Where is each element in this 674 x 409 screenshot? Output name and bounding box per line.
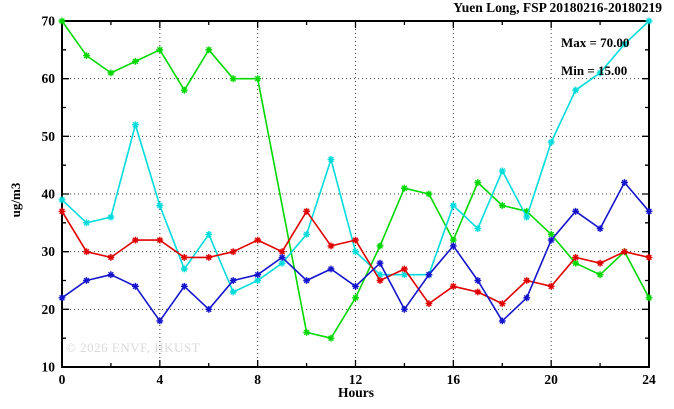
x-axis-label: Hours bbox=[337, 385, 374, 400]
green-line-markers bbox=[58, 17, 653, 342]
x-tick-label: 0 bbox=[59, 372, 66, 387]
x-tick-label: 24 bbox=[642, 372, 656, 387]
min-stat: Min = 15.00 bbox=[561, 63, 628, 78]
x-tick-label: 16 bbox=[447, 372, 461, 387]
max-min-stats: Max = 70.00 Min = 15.00 bbox=[561, 36, 629, 78]
y-tick-label: 60 bbox=[42, 71, 56, 86]
green-line bbox=[61, 20, 650, 339]
x-tick-label: 4 bbox=[156, 372, 163, 387]
y-tick-label: 20 bbox=[42, 302, 56, 317]
x-tick-label: 8 bbox=[254, 372, 261, 387]
plot-border bbox=[61, 20, 650, 368]
y-axis-label: ug/m3 bbox=[8, 182, 23, 218]
x-tick-label: 12 bbox=[349, 372, 363, 387]
y-tick-label: 70 bbox=[42, 14, 56, 29]
series-red-line bbox=[58, 207, 653, 307]
cyan-line-markers bbox=[58, 17, 653, 296]
y-tick-label: 40 bbox=[42, 187, 56, 202]
max-stat: Max = 70.00 bbox=[561, 35, 630, 50]
red-line-markers bbox=[58, 207, 653, 307]
y-tick-label: 10 bbox=[42, 360, 56, 375]
blue-line-markers bbox=[58, 179, 653, 325]
series-blue-line bbox=[58, 179, 653, 325]
watermark: © 2026 ENVF, HKUST bbox=[66, 340, 201, 355]
series-cyan-line bbox=[58, 17, 653, 296]
series-green-line bbox=[58, 17, 653, 342]
chart-title: Yuen Long, FSP 20180216-20180219 bbox=[453, 0, 662, 15]
y-tick-label: 50 bbox=[42, 129, 56, 144]
y-tick-label: 30 bbox=[42, 244, 56, 259]
x-tick-label: 20 bbox=[544, 372, 558, 387]
